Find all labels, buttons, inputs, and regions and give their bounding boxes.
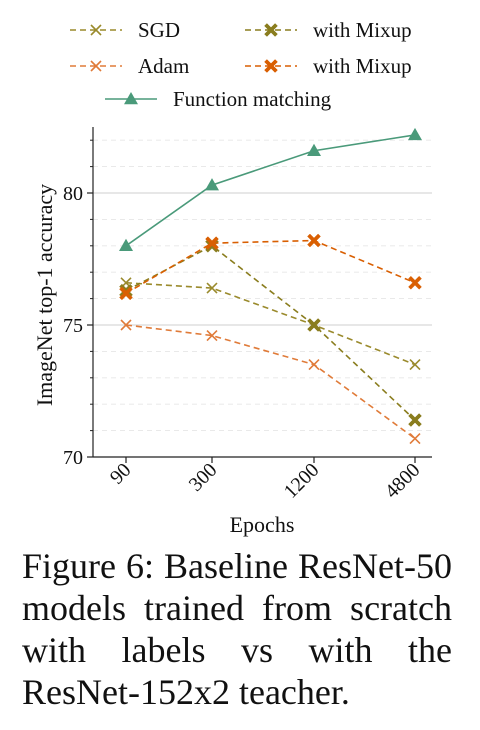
data-point [408,127,422,141]
series-line [125,324,416,440]
data-point [307,233,321,248]
series-2 [120,319,421,445]
data-point [307,318,321,332]
y-tick-label: 75 [63,315,83,337]
data-point [307,143,321,157]
legend-label: with Mixup [313,54,412,78]
axes: 70 75 80 90 300 1200 4800 [63,127,432,503]
data-point [409,359,421,371]
data-point [408,413,422,427]
series-line [125,281,416,366]
data-point [308,359,320,371]
series-1 [119,238,422,427]
series-4 [119,127,422,252]
grid [93,139,432,432]
legend-entry: with Mixup [245,18,412,42]
legend-swatch-marker [90,24,102,36]
legend-entry: SGD [70,18,180,42]
data-point [205,178,219,191]
legend-label: Function matching [173,87,332,111]
figure-caption: Figure 6: Baseline ResNet-50 models trai… [22,546,452,712]
legend-label: SGD [138,18,180,42]
data-point [409,432,421,445]
legend-swatch-marker [264,59,278,73]
data-point [119,286,133,301]
data-point [206,329,218,342]
y-tick-label: 70 [63,447,83,469]
legend-swatch-marker [90,60,102,72]
x-tick-label: 300 [185,459,222,496]
x-tick-label: 1200 [280,459,324,503]
x-tick-label: 90 [106,459,136,489]
data-point [206,282,218,294]
series-layer [119,127,422,445]
data-point [205,236,219,251]
legend-label: Adam [138,54,189,78]
x-tick-label: 4800 [381,459,425,503]
legend-label: with Mixup [313,18,412,42]
series-line [125,244,416,421]
data-point [408,275,422,290]
data-point [120,319,132,331]
series-3 [119,233,422,301]
legend-swatch-marker [124,92,138,105]
legend-entry: Adam [70,54,189,78]
legend-entry: Function matching [105,87,332,111]
series-line [125,239,416,295]
legend: SGD with Mixup Adam with Mixup Function matc… [70,18,412,111]
series-line [125,134,416,247]
y-tick-label: 80 [63,183,83,205]
y-axis-label: ImageNet top-1 accuracy [32,184,57,406]
legend-swatch-marker [264,23,278,37]
legend-entry: with Mixup [245,54,412,78]
data-point [119,238,133,252]
x-axis-label: Epochs [230,512,295,537]
chart: 70 75 80 90 300 1200 4800 SGD with Mixup Adam wit… [32,18,432,537]
